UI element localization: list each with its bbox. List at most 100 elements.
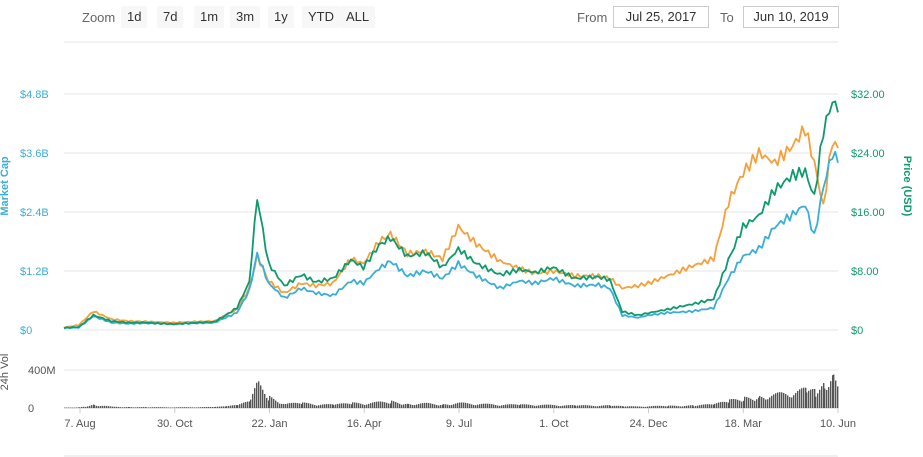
volume-bar xyxy=(693,406,695,408)
volume-bar xyxy=(517,404,519,408)
volume-bar xyxy=(763,398,765,408)
volume-bar xyxy=(341,403,343,408)
volume-bar xyxy=(714,403,716,408)
volume-bar xyxy=(116,406,118,408)
volume-bar xyxy=(509,404,511,408)
zoom-1m-button[interactable]: 1m xyxy=(194,6,225,28)
volume-bar xyxy=(477,404,479,408)
volume-bar xyxy=(236,405,238,408)
price-usd-line xyxy=(63,100,839,329)
volume-bar xyxy=(759,396,761,408)
volume-bar xyxy=(308,403,310,408)
volume-bar xyxy=(801,388,803,408)
volume-bar xyxy=(515,404,517,408)
volume-bar xyxy=(572,405,574,408)
volume-bar xyxy=(219,406,221,408)
volume-bar xyxy=(126,407,128,408)
volume-bar xyxy=(483,403,485,408)
volume-bar xyxy=(737,399,739,408)
volume-bar xyxy=(653,405,655,408)
from-date-input[interactable] xyxy=(613,6,709,28)
volume-bar xyxy=(262,389,264,408)
zoom-1d-button[interactable]: 1d xyxy=(121,6,148,28)
volume-bar xyxy=(335,404,337,408)
volume-bar xyxy=(832,375,834,408)
volume-bar xyxy=(520,404,522,408)
volume-bar xyxy=(442,404,444,408)
volume-bar xyxy=(503,404,505,408)
volume-bar xyxy=(467,403,469,408)
volume-bar xyxy=(243,402,245,408)
left-tick-label: $0 xyxy=(20,325,32,337)
volume-bar xyxy=(332,404,334,408)
volume-bar xyxy=(469,403,471,408)
volume-bar xyxy=(550,404,552,408)
volume-bar xyxy=(64,407,66,409)
zoom-7d-button[interactable]: 7d xyxy=(157,6,184,28)
zoom-3m-button[interactable]: 3m xyxy=(230,6,261,28)
volume-bar xyxy=(451,404,453,408)
volume-bar xyxy=(835,380,837,408)
volume-bar xyxy=(72,407,74,409)
volume-bar xyxy=(393,401,395,408)
volume-bar xyxy=(347,403,349,408)
volume-bar xyxy=(741,401,743,408)
volume-bar xyxy=(339,403,341,408)
volume-bar xyxy=(739,400,741,408)
volume-bar xyxy=(581,405,583,408)
volume-bar xyxy=(247,401,249,408)
volume-bar xyxy=(663,406,665,408)
volume-bar xyxy=(489,403,491,408)
volume-bar xyxy=(194,407,196,408)
volume-bar xyxy=(93,404,95,408)
volume-bar xyxy=(196,407,198,408)
volume-bar xyxy=(680,406,682,408)
volume-bar xyxy=(249,401,251,408)
volume-bar xyxy=(552,404,554,408)
volume-bar xyxy=(250,399,252,408)
zoom-1y-button[interactable]: 1y xyxy=(268,6,294,28)
volume-bar xyxy=(599,405,601,408)
right-axis-title: Price (USD) xyxy=(901,156,913,217)
volume-bar xyxy=(382,401,384,408)
volume-bar xyxy=(718,402,720,408)
volume-bar xyxy=(767,399,769,408)
volume-bar xyxy=(814,388,816,408)
volume-bar xyxy=(497,405,499,408)
zoom-all-button[interactable]: ALL xyxy=(340,6,376,28)
volume-bar xyxy=(87,406,89,408)
volume-bar xyxy=(589,405,591,408)
volume-bar xyxy=(461,402,463,408)
volume-bar xyxy=(124,407,126,408)
volume-bar xyxy=(239,404,241,408)
volume-bar xyxy=(612,405,614,408)
volume-bar xyxy=(198,407,200,408)
volume-bar xyxy=(568,405,570,408)
volume-bar xyxy=(536,405,538,408)
volume-bar xyxy=(528,404,530,408)
volume-bar xyxy=(269,395,271,408)
volume-bar xyxy=(674,405,676,408)
volume-bar xyxy=(146,407,148,408)
volume-bar xyxy=(312,404,314,408)
volume-bar xyxy=(793,395,795,408)
zoom-ytd-button[interactable]: YTD xyxy=(302,6,340,28)
volume-bar xyxy=(204,407,206,408)
volume-bar xyxy=(643,406,645,408)
volume-bar xyxy=(787,395,789,408)
volume-bar xyxy=(414,405,416,408)
volume-bar xyxy=(819,389,821,408)
volume-bar xyxy=(304,402,306,408)
volume-bar xyxy=(824,388,826,408)
to-date-input[interactable] xyxy=(743,6,839,28)
volume-bar xyxy=(777,392,779,408)
volume-bar xyxy=(623,406,625,408)
grid-lines xyxy=(64,41,838,457)
volume-bar xyxy=(176,407,178,408)
volume-bar xyxy=(781,392,783,408)
volume-bar xyxy=(743,400,745,408)
volume-bar xyxy=(438,405,440,408)
volume-bar xyxy=(577,405,579,408)
volume-bar xyxy=(70,407,72,409)
volume-bar xyxy=(399,403,401,408)
